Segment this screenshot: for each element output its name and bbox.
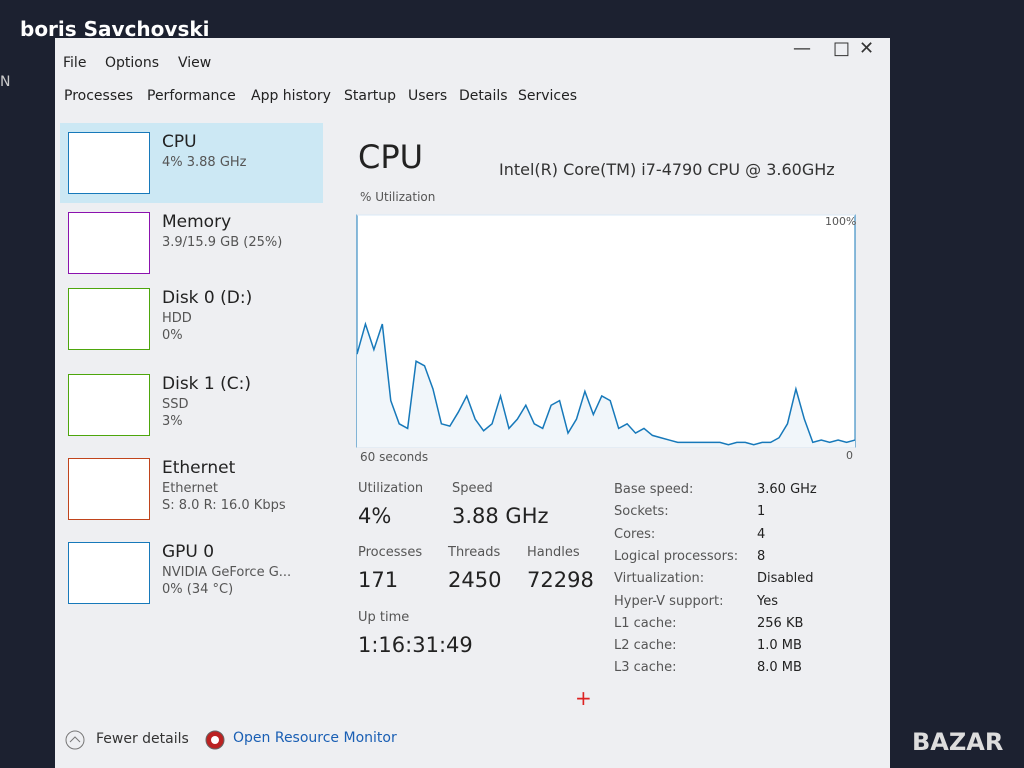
tab[interactable]: Services bbox=[518, 88, 578, 104]
watermark: BAZAR bbox=[912, 728, 1004, 756]
item-detail: HDD bbox=[162, 311, 192, 326]
detail-label: L3 cache: bbox=[614, 660, 677, 676]
window-controls: — □ ✕ bbox=[793, 38, 890, 62]
cursor: + bbox=[575, 686, 592, 710]
y-tick-label: 100% bbox=[825, 215, 857, 228]
tab[interactable]: Performance bbox=[147, 88, 236, 104]
minimize[interactable]: — bbox=[793, 38, 811, 59]
cpu-title: CPU bbox=[358, 138, 424, 176]
thumbnail bbox=[68, 374, 150, 436]
stat-label: Threads bbox=[448, 545, 501, 560]
item-detail: 4% 3.88 GHz bbox=[162, 155, 247, 170]
detail-label: Hyper-V support: bbox=[614, 593, 724, 609]
detail-label: L2 cache: bbox=[614, 638, 677, 654]
utilization-line bbox=[356, 321, 856, 446]
menu-item[interactable]: File bbox=[63, 55, 87, 71]
thumbnail bbox=[68, 132, 150, 194]
utilization-area bbox=[357, 324, 855, 447]
stat-value: 2450 bbox=[448, 568, 502, 592]
item-detail: Ethernet bbox=[162, 481, 218, 496]
thumbnail bbox=[68, 288, 150, 350]
stat-label: Speed bbox=[452, 481, 493, 496]
graph bbox=[356, 214, 856, 448]
item-title[interactable]: Disk 1 (C:) bbox=[162, 374, 252, 394]
stat-label: Handles bbox=[527, 545, 580, 560]
maximize[interactable]: □ bbox=[833, 38, 851, 59]
tab[interactable]: Details bbox=[459, 88, 508, 104]
stat-label: Utilization bbox=[358, 481, 424, 496]
detail-label: Base speed: bbox=[614, 482, 694, 497]
item-title[interactable]: Memory bbox=[162, 212, 232, 232]
graph-label: % Utilization bbox=[360, 190, 436, 204]
resource-monitor-link[interactable]: Open Resource Monitor bbox=[233, 730, 397, 746]
close[interactable]: ✕ bbox=[859, 38, 875, 59]
item-title[interactable]: CPU bbox=[162, 132, 197, 152]
item-detail: 3.9/15.9 GB (25%) bbox=[162, 235, 283, 250]
detail-value: 256 KB bbox=[757, 615, 804, 631]
thumbnail bbox=[68, 458, 150, 520]
item-detail: SSD bbox=[162, 397, 189, 412]
edge-letter: N bbox=[0, 74, 11, 90]
detail-label: L1 cache: bbox=[614, 615, 677, 631]
item-title[interactable]: Disk 0 (D:) bbox=[162, 288, 253, 308]
fewer-details[interactable]: Fewer details bbox=[96, 731, 189, 747]
stat-value: 4% bbox=[358, 504, 392, 528]
processor-name: Intel(R) Core(TM) i7-4790 CPU @ 3.60GHz bbox=[499, 160, 835, 179]
item-detail: 0% (34 °C) bbox=[162, 582, 234, 597]
stat-value: 171 bbox=[358, 568, 399, 592]
y-tick-label: 0 bbox=[846, 449, 853, 462]
stat-label: Up time bbox=[358, 610, 410, 625]
detail-label: Logical processors: bbox=[614, 548, 739, 564]
stat-value: 3.88 GHz bbox=[452, 504, 549, 528]
tab[interactable]: Startup bbox=[344, 88, 396, 104]
tab[interactable]: App history bbox=[251, 88, 331, 104]
detail-value: 8.0 MB bbox=[757, 660, 802, 676]
menu-item[interactable]: Options bbox=[105, 55, 160, 71]
detail-value: 3.60 GHz bbox=[757, 482, 817, 497]
detail-value: 8 bbox=[757, 548, 766, 564]
item-detail: 3% bbox=[162, 414, 183, 429]
item-title[interactable]: GPU 0 bbox=[162, 542, 215, 562]
detail-label: Cores: bbox=[614, 526, 656, 542]
detail-value: Yes bbox=[757, 593, 778, 609]
detail-value: 1 bbox=[757, 504, 766, 520]
stat-value: 72298 bbox=[527, 568, 594, 592]
detail-value: 1.0 MB bbox=[757, 638, 802, 654]
tab[interactable]: Users bbox=[408, 88, 448, 104]
fewer-icon[interactable] bbox=[63, 728, 87, 752]
detail-label: Virtualization: bbox=[614, 571, 705, 587]
detail-value: Disabled bbox=[757, 571, 814, 587]
thumbnail bbox=[68, 542, 150, 604]
item-detail: NVIDIA GeForce G... bbox=[162, 565, 292, 580]
item-title[interactable]: Ethernet bbox=[162, 458, 236, 478]
menu-item[interactable]: View bbox=[178, 55, 212, 71]
item-detail: S: 8.0 R: 16.0 Kbps bbox=[162, 498, 286, 513]
author: boris Savchovski bbox=[20, 17, 210, 41]
tab[interactable]: Processes bbox=[64, 88, 134, 104]
stat-label: Processes bbox=[358, 545, 423, 560]
window: — □ ✕ + File Options View Processes Performa… bbox=[55, 38, 890, 768]
graph-x-label: 60 seconds bbox=[360, 450, 429, 464]
monitor-icon[interactable] bbox=[203, 728, 227, 752]
detail-value: 4 bbox=[757, 526, 766, 542]
detail-label: Sockets: bbox=[614, 504, 669, 520]
thumbnail bbox=[68, 212, 150, 274]
stat-value: 1:16:31:49 bbox=[358, 633, 473, 657]
item-detail: 0% bbox=[162, 328, 183, 343]
